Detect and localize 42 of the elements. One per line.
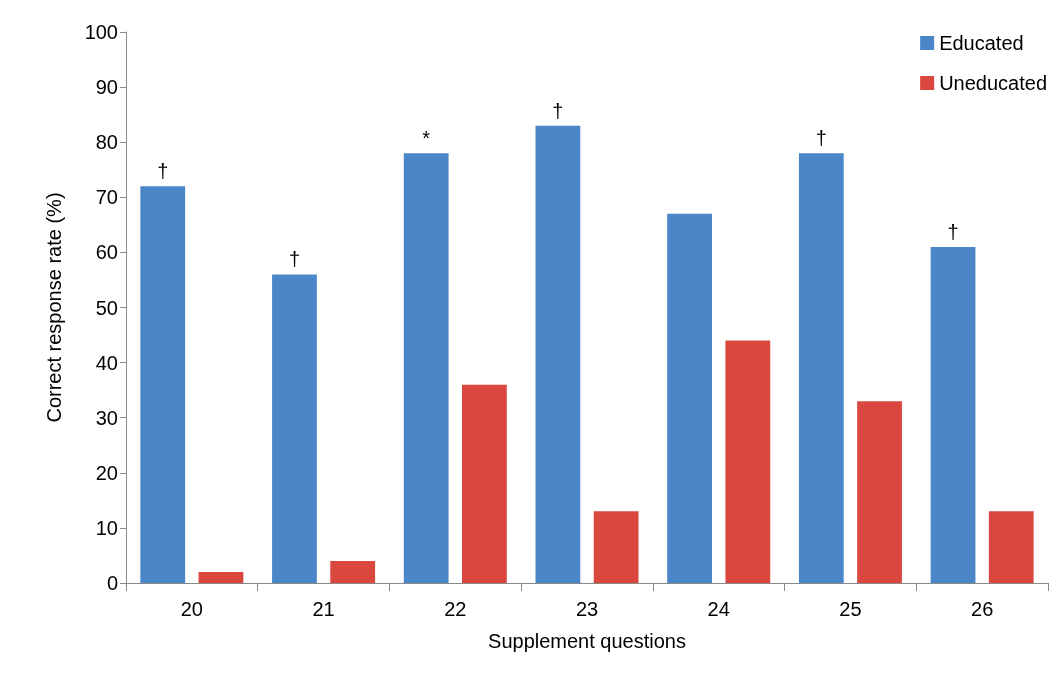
bar [403,153,449,583]
bar [857,401,902,583]
bar [198,571,244,583]
y-tick-label: 70 [95,186,118,209]
y-axis-title: Correct response rate (%) [43,192,65,423]
bar [593,511,639,583]
bar [272,274,317,583]
y-tick-label: 100 [84,21,118,43]
bar [988,511,1034,583]
bar [667,213,712,583]
data-label: † [552,99,564,122]
bar [140,186,186,583]
bar [462,384,507,583]
bar [330,560,376,583]
data-label: † [288,248,301,271]
x-axis-title: Supplement questions [488,630,686,652]
y-tick-label: 50 [95,296,118,319]
y-tick-label: 40 [95,351,118,374]
data-label: † [815,127,827,150]
x-tick-label: 22 [444,598,467,620]
x-tick-label: 20 [180,598,203,620]
y-tick-label: 30 [95,406,118,429]
data-label: † [157,160,169,183]
data-label: * [422,127,431,150]
bar [798,153,844,583]
x-tick-label: 24 [707,598,730,620]
bar [535,125,581,583]
x-tick-label: 21 [312,598,335,620]
y-tick-label: 80 [95,131,118,154]
x-tick-label: 26 [971,598,994,620]
y-tick-label: 60 [95,241,118,264]
y-tick-label: 10 [95,516,118,539]
y-tick-label: 90 [95,76,118,99]
y-tick-label: 20 [95,461,118,484]
legend-label: Uneducated [939,72,1048,94]
x-tick-label: 25 [839,598,862,620]
y-tick-label: 0 [106,572,118,594]
bar [930,246,976,583]
x-tick-label: 23 [575,598,599,620]
legend-label: Educated [939,32,1024,54]
bar [725,340,771,583]
data-label: † [947,220,959,243]
